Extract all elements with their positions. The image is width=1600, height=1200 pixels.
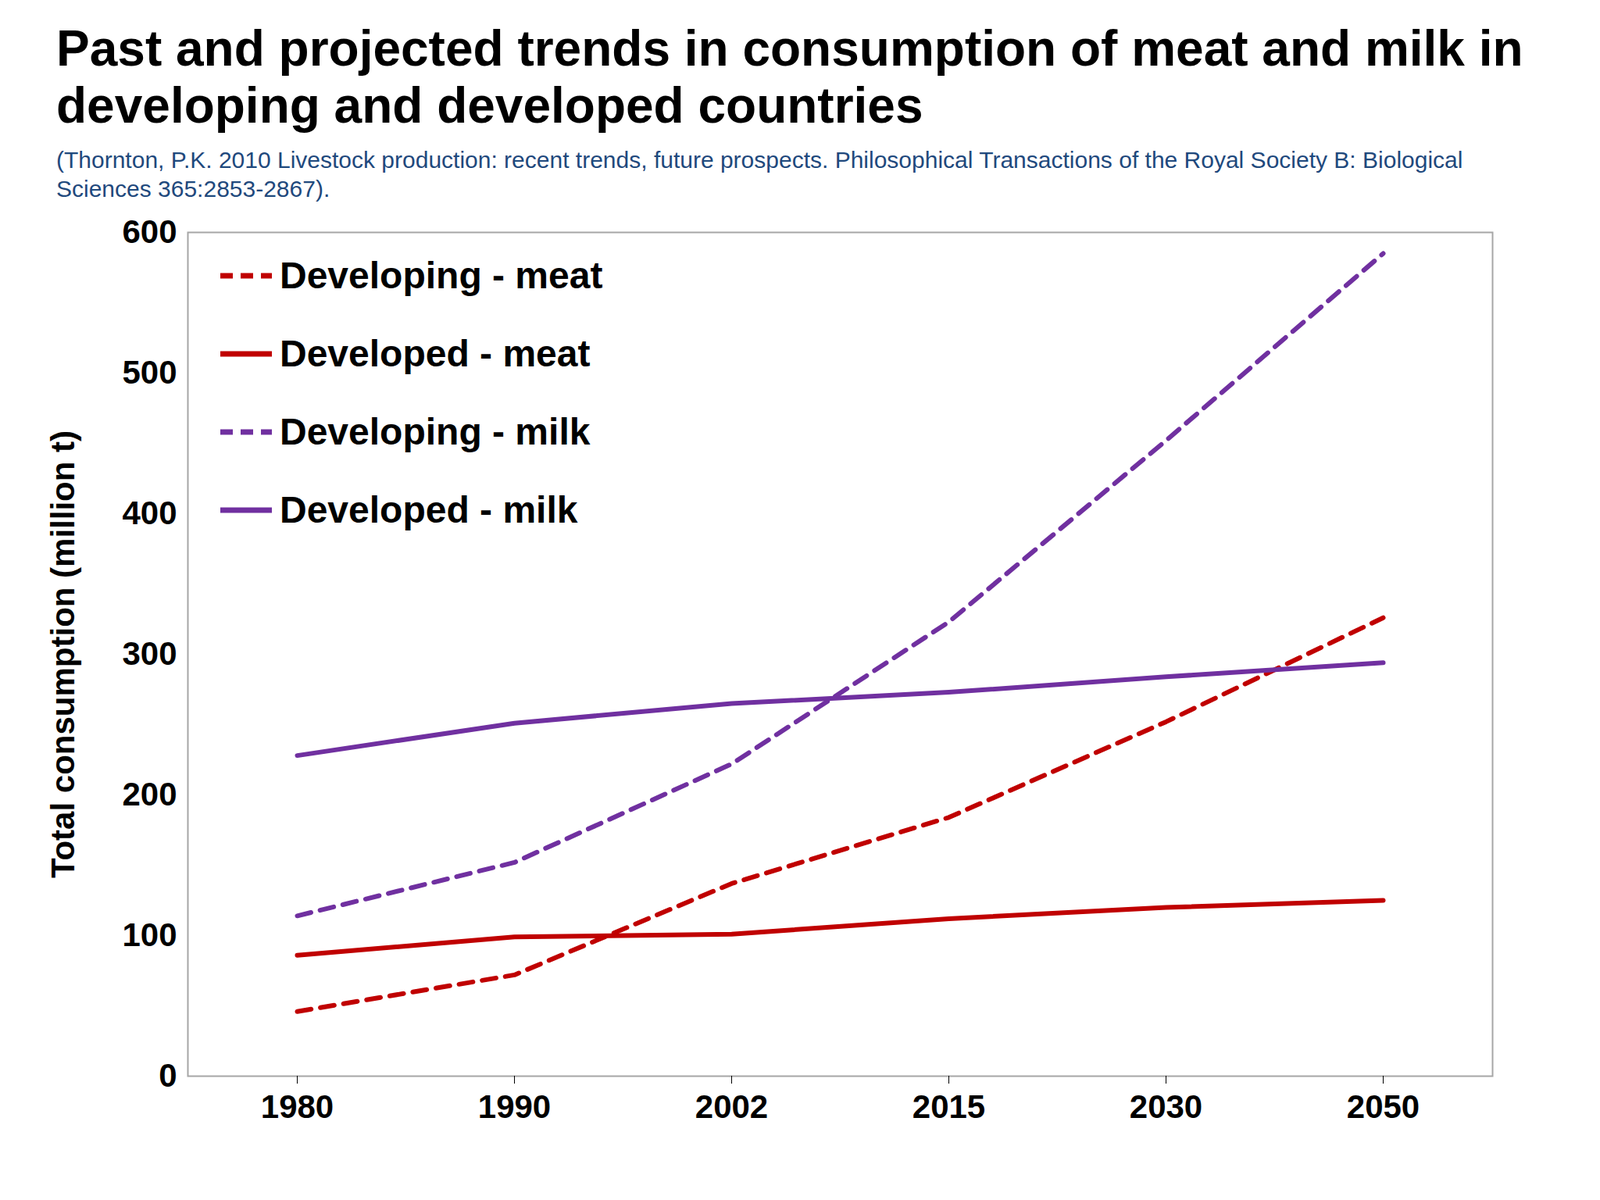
svg-text:600: 600	[121, 213, 177, 250]
svg-text:1990: 1990	[478, 1088, 551, 1125]
html-text:Developing - milk: Developing - milk	[279, 411, 591, 453]
svg-text:500: 500	[121, 353, 177, 391]
svg-text:200: 200	[121, 775, 177, 813]
html-text:Developing - meat: Developing - meat	[279, 255, 603, 297]
svg-text:400: 400	[121, 494, 177, 532]
html-text:(Thornton, P.K. 2010 Livestock: (Thornton, P.K. 2010 Livestock productio…	[56, 146, 1463, 202]
svg-text:Total consumption (million t): Total consumption (million t)	[44, 430, 82, 879]
html-text:Developed - milk: Developed - milk	[279, 489, 578, 531]
svg-text:0: 0	[158, 1057, 177, 1094]
svg-text:2002: 2002	[695, 1088, 768, 1125]
svg-text:2050: 2050	[1346, 1088, 1420, 1125]
svg-text:1980: 1980	[260, 1088, 334, 1125]
svg-text:100: 100	[121, 916, 177, 954]
html-text:Past and projected trends in c: Past and projected trends in consumption…	[56, 20, 1524, 134]
svg-text:300: 300	[121, 635, 177, 672]
svg-text:2030: 2030	[1129, 1088, 1203, 1125]
html-text:Developed - meat: Developed - meat	[279, 333, 591, 375]
svg-text:2015: 2015	[912, 1088, 986, 1125]
